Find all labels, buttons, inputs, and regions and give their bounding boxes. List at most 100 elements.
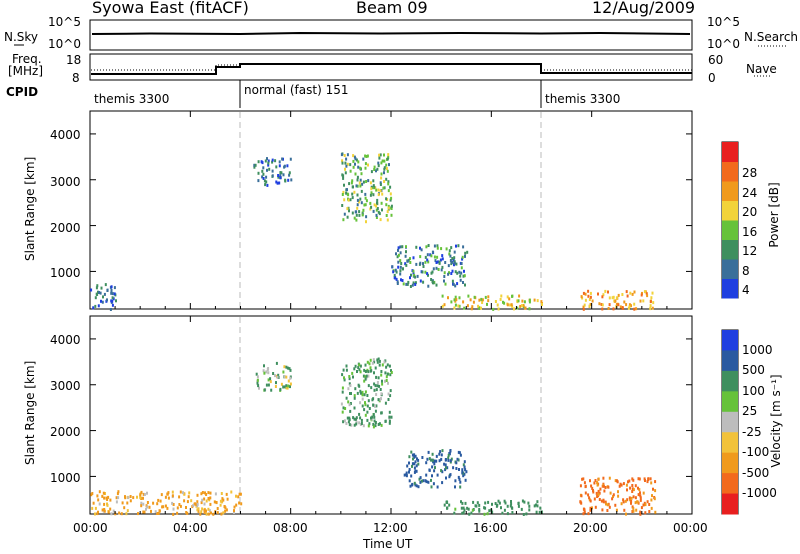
scatter-cell — [205, 493, 208, 496]
scatter-cell — [343, 198, 346, 202]
scatter-cell — [370, 187, 373, 191]
scatter-cell — [366, 418, 369, 422]
scatter-cell — [261, 175, 264, 179]
scatter-cell — [344, 407, 347, 410]
scatter-cell — [387, 153, 390, 157]
scatter-cell — [461, 255, 464, 259]
scatter-cell — [444, 463, 447, 467]
scatter-cell — [478, 507, 481, 511]
scatter-cell — [431, 474, 433, 478]
scatter-cell — [289, 382, 292, 386]
scatter-cell — [376, 167, 379, 171]
scatter-cell — [389, 389, 392, 393]
scatter-cell — [419, 279, 422, 283]
scatter-cell — [348, 209, 350, 213]
scatter-cell — [642, 503, 645, 507]
xaxis-label: Time UT — [363, 537, 413, 551]
scatter-cell — [359, 184, 362, 188]
scatter-cell — [626, 294, 629, 298]
power-cb-tick-28: 28 — [742, 166, 758, 180]
scatter-cell — [240, 502, 243, 506]
scatter-cell — [354, 364, 357, 368]
scatter-cell — [125, 512, 128, 516]
scatter-cell — [584, 298, 587, 302]
scatter-cell — [353, 190, 356, 194]
scatter-cell — [94, 506, 97, 510]
scatter-cell — [411, 453, 414, 457]
scatter-cell — [634, 501, 637, 505]
scatter-cell — [109, 498, 112, 502]
scatter-cell — [340, 153, 343, 157]
scatter-cell — [461, 468, 464, 472]
scatter-cell — [406, 464, 409, 468]
scatter-cell — [372, 209, 375, 213]
scatter-cell — [400, 262, 403, 265]
scatter-cell — [208, 509, 211, 513]
scatter-cell — [425, 480, 428, 484]
scatter-cell — [357, 383, 360, 387]
scatter-cell — [536, 504, 539, 508]
scatter-cell — [535, 503, 537, 507]
scatter-cell — [348, 375, 351, 378]
scatter-cell — [417, 458, 420, 462]
scatter-cell — [438, 452, 441, 456]
scatter-cell — [162, 505, 165, 509]
scatter-cell — [385, 375, 388, 379]
scatter-cell — [520, 507, 523, 511]
scatter-cell — [379, 181, 382, 185]
scatter-cell — [615, 296, 618, 300]
scatter-cell — [470, 511, 473, 515]
scatter-cell — [447, 458, 450, 462]
scatter-cell — [115, 496, 118, 500]
scatter-cell — [628, 496, 631, 500]
nsearch-tick-bottom: 10^0 — [707, 37, 740, 51]
scatter-cell — [374, 409, 377, 413]
scatter-cell — [275, 361, 278, 365]
scatter-cell — [614, 299, 617, 303]
scatter-cell — [372, 403, 375, 407]
scatter-cell — [378, 156, 381, 160]
scatter-cell — [101, 300, 104, 304]
scatter-cell — [142, 510, 145, 514]
scatter-cell — [452, 466, 455, 470]
scatter-cell — [511, 511, 514, 514]
scatter-cell — [589, 508, 592, 512]
scatter-cell — [639, 512, 642, 516]
scatter-cell — [419, 261, 422, 265]
scatter-cell — [113, 286, 116, 290]
power-cb-tick-16: 16 — [742, 225, 758, 239]
scatter-cell — [271, 158, 274, 162]
scatter-cell — [364, 403, 367, 407]
scatter-cell — [432, 281, 435, 285]
scatter-cell — [471, 305, 474, 309]
scatter-cell — [389, 373, 392, 377]
scatter-cell — [342, 420, 345, 424]
scatter-cell — [375, 208, 378, 212]
scatter-cell — [458, 477, 461, 481]
scatter-cell — [343, 183, 345, 187]
scatter-cell — [395, 252, 397, 256]
scatter-cell — [478, 298, 481, 302]
scatter-cell — [478, 503, 481, 507]
scatter-cell — [527, 501, 530, 505]
scatter-cell — [456, 271, 459, 275]
scatter-cell — [370, 386, 373, 390]
scatter-cell — [124, 495, 126, 499]
scatter-cell — [626, 488, 628, 492]
scatter-cell — [375, 388, 378, 392]
scatter-cell — [462, 300, 465, 304]
scatter-cell — [373, 388, 376, 392]
scatter-cell — [387, 398, 390, 401]
scatter-cell — [354, 387, 357, 391]
scatter-cell — [95, 286, 98, 290]
scatter-cell — [363, 393, 366, 397]
scatter-cell — [389, 198, 392, 202]
scatter-cell — [376, 198, 379, 202]
scatter-cell — [404, 262, 407, 266]
vel-cb-tick-100: 100 — [742, 384, 765, 398]
scatter-cell — [448, 271, 450, 275]
scatter-cell — [650, 296, 653, 300]
scatter-cell — [373, 203, 376, 207]
scatter-cell — [276, 375, 279, 379]
scatter-cell — [361, 182, 364, 186]
